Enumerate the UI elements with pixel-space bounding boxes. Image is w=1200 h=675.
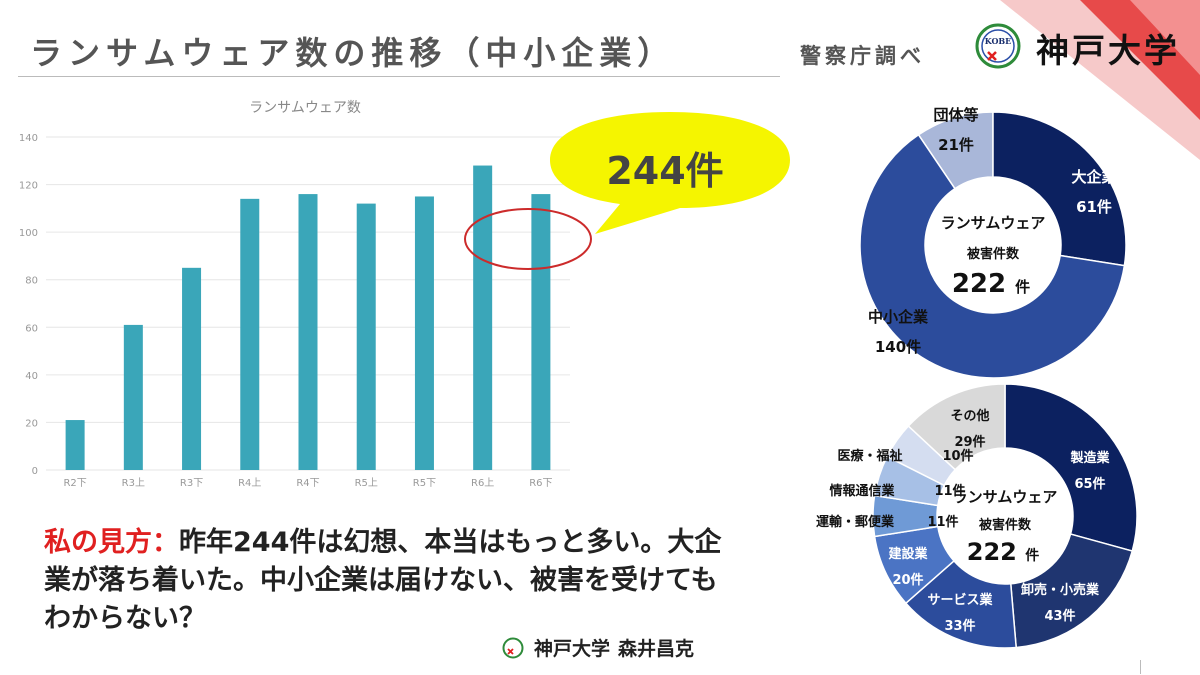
x-tick-label: R6下 bbox=[529, 478, 552, 489]
bar-chart-title: ランサムウェア数 bbox=[249, 100, 361, 116]
slice-label: 卸売・小売業 bbox=[1021, 582, 1100, 598]
y-tick-label: 140 bbox=[19, 133, 38, 144]
bar bbox=[240, 198, 260, 470]
donut-hole bbox=[937, 448, 1073, 584]
bar bbox=[531, 194, 551, 470]
donut-total-number: 222 bbox=[952, 269, 1015, 299]
x-tick-label: R6上 bbox=[471, 477, 494, 489]
slice-value-label: 33件 bbox=[944, 618, 975, 634]
x-tick-label: R2下 bbox=[63, 478, 86, 489]
opinion-label: 私の見方： bbox=[44, 527, 179, 558]
donut-center-total: 222 件 bbox=[952, 269, 1030, 299]
slice-label: 情報通信業 bbox=[829, 483, 895, 499]
slice-label: 大企業 bbox=[1071, 168, 1117, 186]
slice-value-label: 65件 bbox=[1074, 476, 1105, 492]
bar bbox=[356, 203, 376, 470]
source-note: 警察庁調べ bbox=[800, 44, 925, 68]
author-name: 森井昌克 bbox=[618, 638, 695, 660]
y-tick-label: 20 bbox=[25, 418, 38, 429]
donut-total-number: 222 bbox=[967, 538, 1025, 566]
x-tick-label: R4上 bbox=[238, 477, 261, 489]
highlight-ellipse bbox=[464, 208, 592, 270]
slice-label: 建設業 bbox=[888, 546, 928, 562]
donut-center-total: 222 件 bbox=[967, 538, 1039, 566]
slice-label: サービス業 bbox=[927, 592, 993, 608]
y-tick-label: 120 bbox=[19, 181, 38, 192]
x-tick-label: R5上 bbox=[355, 477, 378, 489]
donut-total-unit: 件 bbox=[1025, 547, 1039, 564]
edge-mark bbox=[1140, 660, 1141, 674]
slice-value-label: 61件 bbox=[1076, 198, 1112, 216]
bar bbox=[473, 165, 493, 470]
callout-text: 244件 bbox=[606, 149, 724, 193]
y-tick-label: 0 bbox=[32, 466, 38, 477]
slice-value-label: 29件 bbox=[954, 434, 985, 450]
donut-slice bbox=[992, 111, 1127, 267]
slice-value-label: 20件 bbox=[892, 572, 923, 588]
slide-title: ランサムウェア数の推移（中小企業） bbox=[30, 34, 676, 72]
slice-label: 団体等 bbox=[933, 106, 978, 124]
slice-value-label: 11件 bbox=[934, 483, 965, 499]
x-tick-label: R3下 bbox=[180, 478, 203, 489]
donut-hole bbox=[925, 177, 1061, 313]
bar bbox=[123, 324, 143, 470]
title-divider bbox=[18, 76, 780, 77]
logo-text: KOBE bbox=[985, 36, 1012, 46]
slice-label: その他 bbox=[950, 408, 989, 424]
donut-center-line2: 被害件数 bbox=[978, 517, 1032, 533]
author-credit: 神戸大学 森井昌克 bbox=[500, 634, 694, 661]
y-tick-label: 100 bbox=[19, 228, 38, 239]
bar bbox=[182, 267, 202, 470]
corner-decoration bbox=[1000, 0, 1200, 160]
slice-value-label: 10件 bbox=[942, 448, 973, 464]
donut-center-line1: ランサムウェア bbox=[941, 214, 1046, 232]
bar bbox=[414, 196, 434, 470]
opinion-body: 昨年244件は幻想、本当はもっと多い。大企業が落ち着いた。中小企業は届けない、被… bbox=[44, 527, 722, 634]
callout-bubble bbox=[550, 112, 790, 234]
donut-center-line1: ランサムウェア bbox=[953, 488, 1058, 506]
x-tick-label: R4下 bbox=[296, 478, 319, 489]
kobe-university-mini-logo bbox=[502, 637, 524, 658]
slice-value-label: 11件 bbox=[927, 514, 958, 530]
y-tick-label: 40 bbox=[25, 371, 38, 382]
slice-label: 中小企業 bbox=[868, 308, 929, 326]
opinion-text: 私の見方：昨年244件は幻想、本当はもっと多い。大企業が落ち着いた。中小企業は届… bbox=[44, 524, 744, 638]
slice-value-label: 43件 bbox=[1044, 608, 1075, 624]
ransomware-bar-chart: ランサムウェア数 0 20 40 60 80 100 120 140 R2下 R3上 R3下 R4上 R4… bbox=[19, 100, 570, 489]
university-name: 神戸大学 bbox=[1036, 31, 1180, 70]
slice-label: 製造業 bbox=[1069, 450, 1110, 466]
donut-total-unit: 件 bbox=[1015, 278, 1030, 296]
bar bbox=[65, 420, 85, 470]
donut-center-line2: 被害件数 bbox=[966, 246, 1020, 262]
bar bbox=[298, 194, 318, 470]
slice-value-label: 21件 bbox=[938, 136, 974, 154]
x-tick-label: R5下 bbox=[413, 478, 436, 489]
slice-label: 運輸・郵便業 bbox=[816, 514, 895, 530]
x-tick-label: R3上 bbox=[122, 477, 145, 489]
y-tick-label: 80 bbox=[25, 276, 38, 287]
author-university: 神戸大学 bbox=[534, 638, 611, 660]
slice-value-label: 140件 bbox=[875, 338, 921, 356]
y-tick-label: 60 bbox=[25, 323, 38, 334]
kobe-university-logo: KOBE bbox=[975, 23, 1021, 69]
slice-label: 医療・福祉 bbox=[837, 448, 902, 464]
